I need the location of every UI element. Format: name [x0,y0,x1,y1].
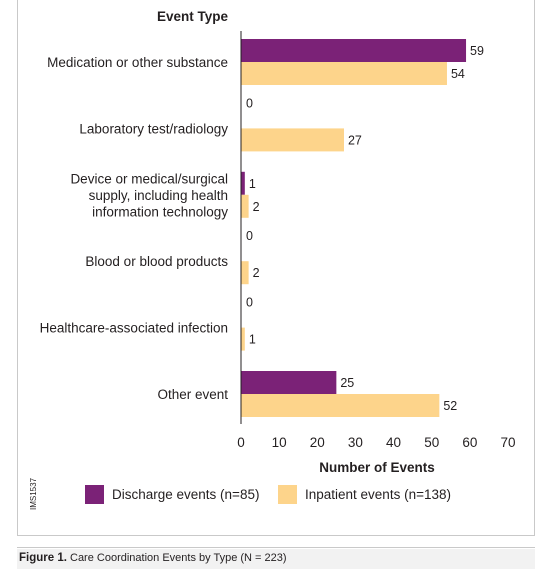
y-axis-header: Event Type [157,9,229,24]
data-label: 27 [348,133,362,147]
category-labels: Medication or other substance Laboratory … [40,55,229,402]
bar-chart: Event Type Medication or other substance… [29,9,516,510]
category-label: Blood or blood products [85,254,228,269]
x-axis-title: Number of Events [319,460,435,475]
x-tick-label: 70 [500,435,515,450]
data-label: 52 [443,399,457,413]
legend-label-inpatient: Inpatient events (n=138) [305,487,451,502]
x-axis-ticks: 0 10 20 30 40 50 60 70 [237,435,515,450]
chart-frame [17,0,535,536]
data-label: 0 [246,296,253,310]
bar [241,128,344,152]
bar [241,327,245,351]
value-labels: 59 54 0 27 1 2 0 2 0 1 25 52 [246,44,484,413]
category-label: information technology [92,204,228,219]
x-tick-label: 60 [462,435,477,450]
category-label: Medication or other substance [47,55,228,70]
x-tick-label: 10 [272,435,287,450]
x-tick-label: 0 [237,435,245,450]
bar [241,39,467,62]
category-label: Device or medical/surgical [70,171,228,186]
bar [241,171,245,195]
x-tick-label: 40 [386,435,401,450]
legend-swatch-discharge [85,485,104,504]
category-label: Other event [157,387,228,402]
caption-text: Care Coordination Events by Type (N = 22… [70,552,287,564]
bar [241,394,440,417]
category-label: Laboratory test/radiology [79,121,228,136]
x-tick-label: 30 [348,435,363,450]
x-tick-label: 20 [310,435,325,450]
legend-swatch-inpatient [278,485,297,504]
caption-rule [17,547,535,548]
data-label: 0 [246,96,253,110]
caption-bar [17,549,535,569]
bar [241,62,447,85]
data-label: 1 [249,333,256,347]
bar [241,194,249,218]
data-label: 1 [249,177,256,191]
x-tick-label: 50 [424,435,439,450]
bar [241,261,249,285]
figure-code: IMS1537 [29,477,38,510]
data-label: 54 [451,67,465,81]
data-label: 0 [246,229,253,243]
legend: Discharge events (n=85) Inpatient events… [85,485,451,504]
figure-caption: Figure 1. Care Coordination Events by Ty… [19,552,287,564]
category-label: Healthcare-associated infection [40,321,228,336]
bar [241,371,337,394]
data-label: 2 [253,200,260,214]
data-label: 59 [470,44,484,58]
data-label: 25 [340,376,354,390]
data-label: 2 [253,266,260,280]
category-label: supply, including health [89,188,228,203]
legend-label-discharge: Discharge events (n=85) [112,487,259,502]
bars [241,39,467,417]
caption-label: Figure 1. [19,552,67,564]
